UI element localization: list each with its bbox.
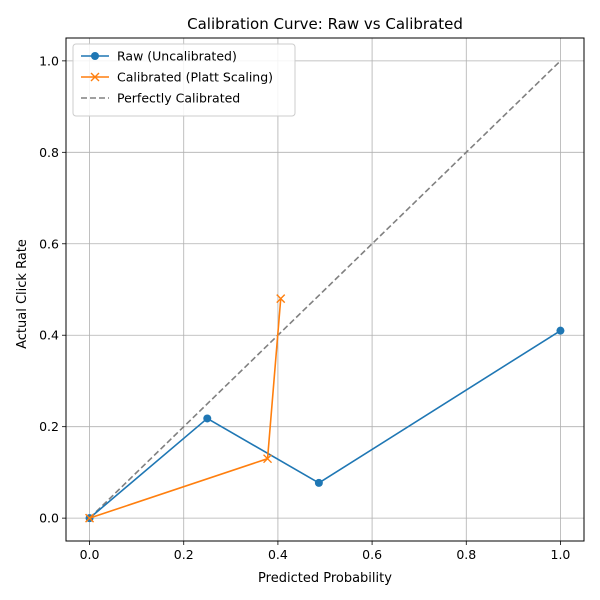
legend-label: Raw (Uncalibrated) [117,49,237,64]
series-calibrated-platt-scaling [85,294,286,523]
series-line [89,329,561,519]
data-point [314,478,323,487]
y-tick-label: 0.0 [39,511,59,526]
series-raw-uncalibrated [85,326,565,523]
y-tick-label: 0.2 [39,419,59,434]
data-point [263,454,273,464]
data-point [203,414,212,423]
legend-box [72,43,296,117]
series-layer [85,60,565,523]
legend-label: Calibrated (Platt Scaling) [117,70,273,85]
legend: Raw (Uncalibrated) Calibrated (Platt Scal… [72,43,296,117]
data-point [556,326,565,335]
plot-frame [65,37,585,542]
x-tick-label: 0.2 [174,547,194,562]
series-line [88,60,562,519]
y-axis-label: Actual Click Rate [15,239,30,349]
data-point [85,513,95,523]
y-tick-label: 0.6 [39,236,59,251]
y-tick-label: 1.0 [39,53,59,68]
data-point [91,52,99,60]
y-tick-label: 0.8 [39,145,59,160]
x-axis-label: Predicted Probability [258,571,392,586]
series-line [89,298,282,519]
x-tick-label: 0.0 [80,547,100,562]
legend-label: Perfectly Calibrated [117,91,240,106]
data-point [276,294,286,304]
x-tick-label: 0.4 [268,547,288,562]
series-perfectly-calibrated [88,60,562,519]
axis-ticks: 0.0 0.2 0.4 0.6 0.8 1.0 0.0 0.2 0.4 0.6 0.8 1.0 [39,53,570,562]
data-point [90,72,100,82]
x-tick-label: 0.8 [456,547,476,562]
x-tick-label: 0.6 [362,547,382,562]
chart-title: Calibration Curve: Raw vs Calibrated [187,15,463,33]
y-tick-label: 0.4 [39,328,59,343]
x-tick-label: 1.0 [551,547,571,562]
